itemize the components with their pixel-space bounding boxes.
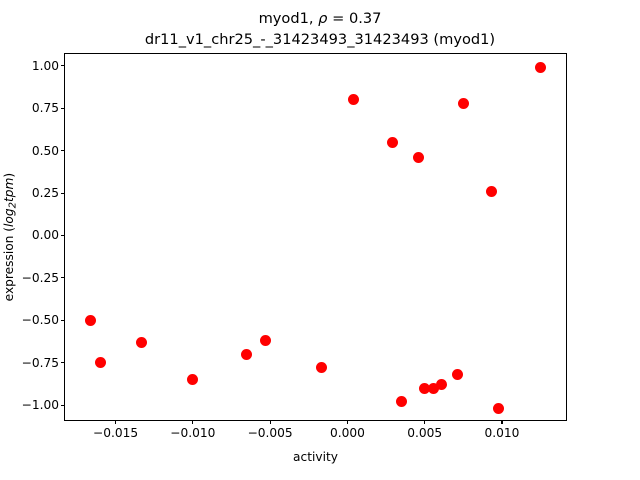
scatter-point [136, 336, 148, 348]
scatter-point [348, 94, 360, 106]
y-tick-mark [61, 404, 65, 406]
y-tick-mark [61, 362, 65, 364]
scatter-point [485, 185, 497, 197]
y-tick-mark [61, 150, 65, 152]
y-axis-label-rotated: expression (log2tpm) [2, 173, 18, 302]
x-tick-label: 0.000 [329, 426, 365, 440]
scatter-point [493, 402, 505, 414]
x-tick-mark [269, 420, 271, 424]
scatter-point [85, 314, 97, 326]
scatter-point [259, 335, 271, 347]
scatter-point [457, 97, 469, 109]
plot-area: −0.015 −0.010 −0.005 0.000 0.005 0.010 1.00 0.… [22, 53, 567, 440]
y-tick-label: 0.50 [31, 143, 59, 158]
scatter-point [436, 379, 448, 391]
scatter-point [419, 382, 431, 394]
figure-subtitle: dr11_v1_chr25_-_31423493_31423493 (myod1… [144, 31, 496, 48]
y-axis-label-prefix: expression ( [1, 226, 16, 302]
y-tick-mark [61, 192, 65, 194]
x-tick-mark [346, 420, 348, 424]
y-tick-label: 1.00 [31, 58, 59, 73]
x-tick-label: 0.005 [407, 426, 443, 440]
title-rho-symbol: ρ [318, 10, 328, 27]
y-axis-label-suffix: ) [1, 172, 16, 178]
y-axis-label-subscript: 2 [7, 201, 19, 209]
y-axis-label-tpm: tpm [1, 177, 16, 202]
x-tick-label: −0.005 [247, 426, 293, 440]
y-tick-mark [61, 65, 65, 67]
x-tick-mark [192, 420, 194, 424]
scatter-point [94, 357, 106, 369]
y-tick-mark [61, 319, 65, 321]
scatter-point [187, 374, 199, 386]
y-tick-label: 0.00 [31, 228, 59, 243]
y-tick-mark [61, 107, 65, 109]
scatter-point [428, 382, 440, 394]
x-tick-label: −0.010 [170, 426, 216, 440]
y-tick-label: 0.75 [31, 101, 59, 116]
scatter-point [413, 151, 425, 163]
x-tick-mark [501, 420, 503, 424]
scatter-point [396, 396, 408, 408]
scatter-point [386, 136, 398, 148]
y-axis-label-log: log [1, 208, 16, 227]
page-title: myod1, ρ = 0.37 [0, 8, 640, 29]
y-tick-label: −1.00 [21, 398, 59, 413]
x-axis-label: activity [293, 450, 338, 464]
title-rho-value: = 0.37 [327, 10, 382, 27]
x-tick-label: −0.015 [92, 426, 139, 440]
x-tick-mark [115, 420, 117, 424]
y-tick-mark [61, 277, 65, 279]
y-tick-label: 0.25 [31, 186, 59, 201]
scatter-point [451, 369, 463, 381]
x-tick-mark [424, 420, 426, 424]
scatter-point [315, 362, 327, 374]
title-gene-rho-prefix: myod1, [258, 10, 319, 27]
y-axis-label: expression (log2tpm) [0, 53, 20, 421]
scatter-point [535, 62, 547, 74]
y-tick-label: −0.50 [21, 313, 59, 328]
y-tick-mark [61, 234, 65, 236]
y-tick-label: −0.75 [21, 355, 59, 370]
figure-title-block: myod1, ρ = 0.37 dr11_v1_chr25_-_31423493… [0, 8, 640, 50]
scatter-point [241, 348, 253, 360]
x-tick-label: 0.010 [484, 426, 520, 440]
y-tick-label: −0.25 [21, 270, 59, 285]
